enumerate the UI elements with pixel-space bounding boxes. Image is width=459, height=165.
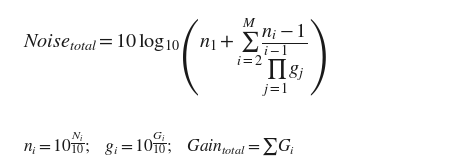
Text: $\mathit{Noise}_{total} = 10\,\log_{10}\!\left(n_1 + \sum_{i=2}^{M} \dfrac{n_i -: $\mathit{Noise}_{total} = 10\,\log_{10}\… [23,16,327,99]
Text: $n_i = 10^{\dfrac{N_i}{10}};\quad g_i = 10^{\dfrac{G_i}{10}};\quad \mathit{Gain}: $n_i = 10^{\dfrac{N_i}{10}};\quad g_i = … [23,130,295,158]
